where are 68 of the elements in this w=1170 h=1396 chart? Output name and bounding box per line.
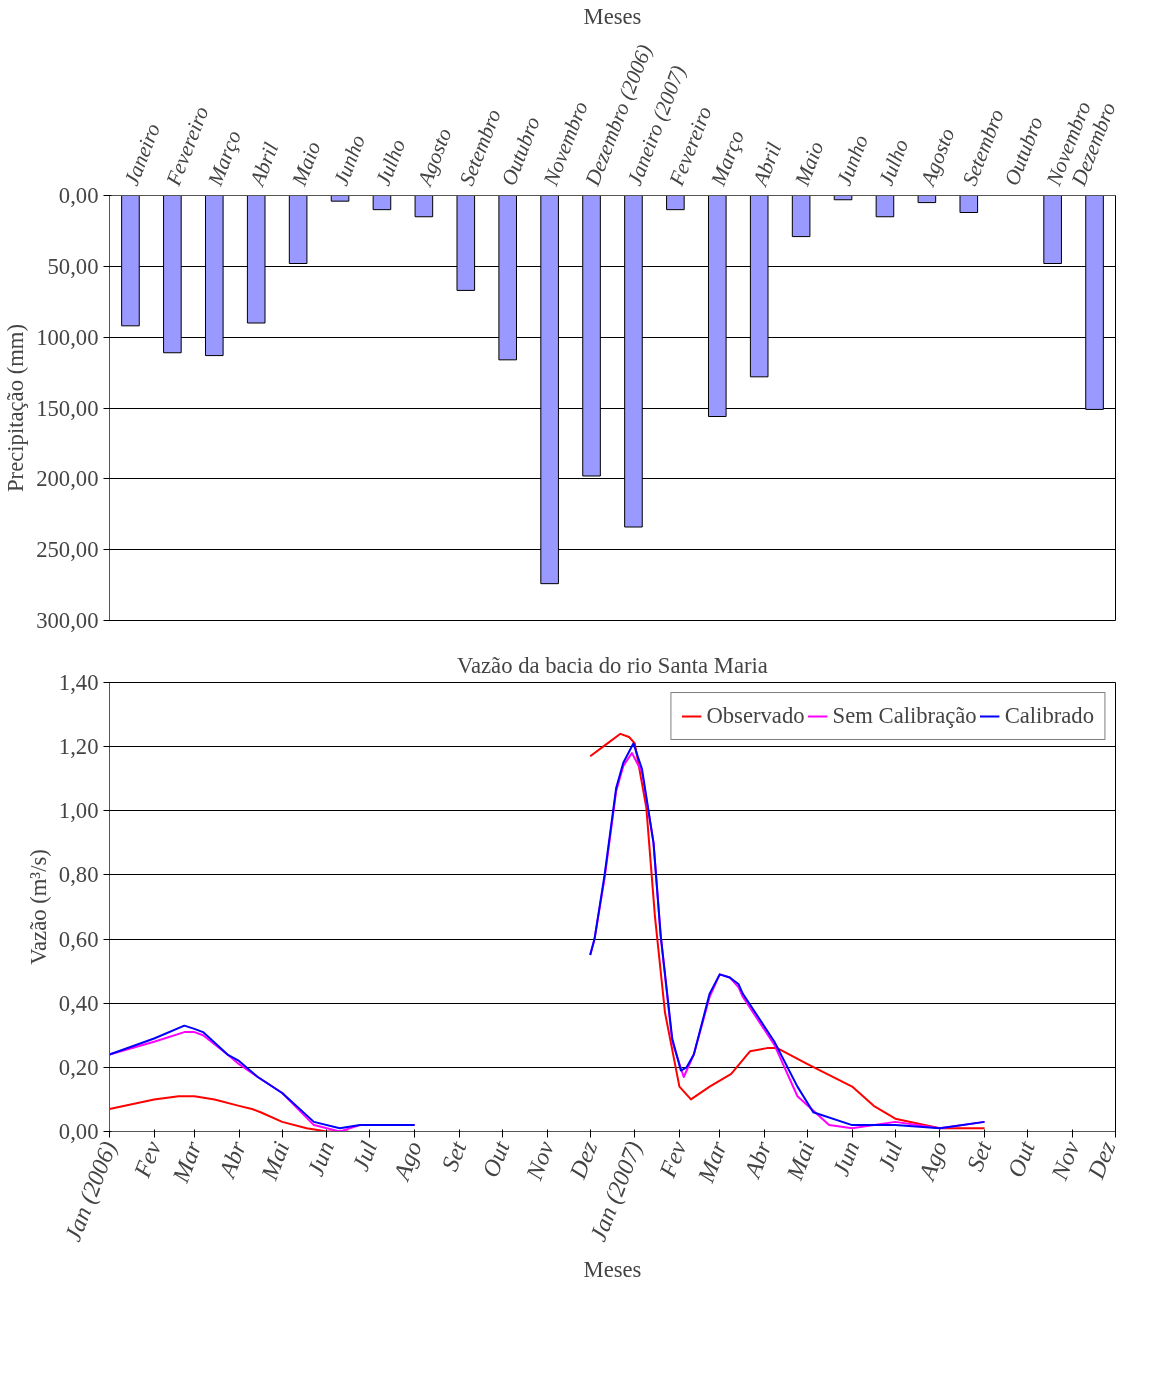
- x-tick-label: Mai: [781, 1137, 820, 1185]
- x-tick-label: Maio: [789, 137, 829, 190]
- bar: [330, 195, 350, 202]
- y-tick-label: 0,00: [58, 183, 99, 208]
- x-tick-label: Dez: [1082, 1137, 1121, 1183]
- legend-label: Observado: [706, 703, 805, 729]
- y-axis-title: Precipitação (mm): [3, 324, 29, 492]
- x-tick-label: Maio: [286, 137, 326, 190]
- x-tick-label: Março: [202, 126, 247, 190]
- y-tick-label: 1,00: [58, 798, 99, 824]
- legend-label: Calibrado: [1004, 703, 1094, 729]
- x-tick-label: Abr: [213, 1137, 252, 1183]
- x-tick-label: Abril: [747, 139, 787, 191]
- x-tick-label: Março: [705, 126, 750, 190]
- bar: [666, 195, 685, 211]
- x-tick-label: Abr: [738, 1137, 777, 1183]
- x-tick-label: Set: [961, 1136, 998, 1175]
- x-axis-title: Meses: [583, 3, 642, 29]
- bar: [875, 195, 895, 218]
- y-tick-label: 0,00: [58, 1119, 99, 1144]
- y-axis-title: Vazão (m³/s): [25, 849, 51, 965]
- x-tick-label: Out: [477, 1136, 515, 1181]
- bar: [372, 195, 392, 211]
- x-tick-label: Ago: [387, 1137, 427, 1186]
- x-tick-label: Mar: [692, 1137, 733, 1187]
- y-tick-label: 150,00: [36, 395, 99, 421]
- x-tick-label: Janeiro: [119, 119, 166, 189]
- legend-label: Sem Calibração: [832, 703, 977, 729]
- x-tick-label: Mai: [255, 1137, 295, 1185]
- x-tick-label: Abril: [244, 139, 284, 191]
- y-tick-label: 1,20: [58, 734, 99, 760]
- y-tick-label: 100,00: [36, 324, 99, 350]
- x-tick-label: Jun: [827, 1137, 865, 1180]
- y-tick-label: 50,00: [47, 253, 99, 279]
- x-axis-title: Meses: [583, 1257, 642, 1283]
- x-tick-label: Junho: [831, 131, 874, 189]
- y-tick-label: 0,40: [58, 990, 99, 1016]
- x-tick-label: Fev: [653, 1137, 692, 1182]
- bar: [917, 195, 937, 204]
- x-tick-label: Nov: [1045, 1137, 1085, 1185]
- bar: [1043, 195, 1062, 264]
- x-tick-label: Junho: [328, 131, 371, 189]
- x-tick-label: Mar: [166, 1137, 207, 1187]
- x-tick-label: Jul: [872, 1137, 908, 1175]
- x-tick-label: Julho: [873, 135, 914, 189]
- x-tick-label: Jul: [347, 1137, 383, 1175]
- x-tick-label: Fev: [128, 1137, 167, 1182]
- y-tick-label: 0,60: [58, 926, 99, 952]
- x-tick-label: Ago: [913, 1137, 953, 1186]
- x-tick-label: Set: [436, 1136, 472, 1175]
- y-tick-label: 200,00: [36, 466, 99, 492]
- y-tick-label: 1,40: [58, 670, 99, 695]
- x-tick-label: Agosto: [914, 124, 960, 191]
- x-tick-label: Nov: [520, 1137, 560, 1185]
- bar: [791, 195, 811, 238]
- x-tick-label: Dez: [564, 1137, 603, 1183]
- bar: [959, 195, 979, 213]
- y-tick-label: 300,00: [36, 608, 99, 633]
- x-tick-label: Julho: [370, 135, 411, 189]
- x-tick-label: Out: [1002, 1136, 1041, 1181]
- x-tick-label: Agosto: [411, 124, 457, 191]
- x-tick-label: Jun: [302, 1137, 339, 1180]
- chart-title: Vazão da bacia do rio Santa Maria: [457, 652, 768, 678]
- y-tick-label: 0,80: [58, 862, 99, 888]
- bar: [414, 195, 434, 218]
- bar: [288, 195, 308, 264]
- y-tick-label: 0,20: [58, 1054, 99, 1080]
- y-tick-label: 250,00: [36, 537, 99, 563]
